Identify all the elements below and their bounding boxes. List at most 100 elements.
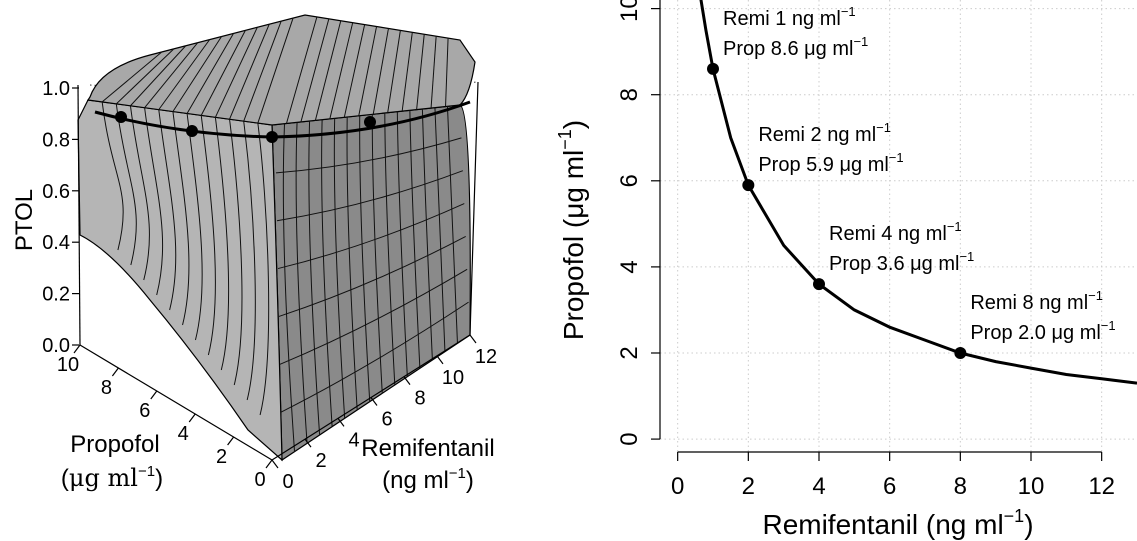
y-tick-label: 8 — [616, 88, 643, 101]
propofol-tick-label: 4 — [178, 423, 189, 445]
mesh-line — [401, 32, 413, 112]
z-tick-label: 0.2 — [42, 284, 70, 306]
surface-right-face — [271, 104, 471, 462]
remifentanil-tick — [271, 459, 279, 469]
surface-point — [115, 111, 127, 123]
remifentanil-tick — [304, 438, 312, 448]
mesh-line — [101, 51, 163, 103]
propofol-axis-unit: (μg ml−1) — [61, 463, 163, 492]
mesh-line — [387, 30, 401, 113]
mesh-line — [214, 117, 230, 371]
mesh-line — [243, 121, 256, 401]
isobole-point — [742, 179, 755, 192]
point-label-prop: Prop 3.6 μg ml−1 — [829, 249, 974, 275]
propofol-tick — [73, 344, 81, 354]
remifentanil-tick-label: 10 — [442, 367, 464, 389]
mesh-line — [229, 119, 243, 386]
mesh-line — [229, 24, 270, 120]
mesh-line — [421, 108, 433, 361]
y-tick-label: 10 — [616, 0, 643, 22]
mesh-line — [285, 16, 318, 124]
mesh-line — [359, 115, 371, 402]
point-label-remi: Remi 2 ng ml−1 — [758, 120, 891, 146]
z-tick-label: 0.0 — [42, 335, 70, 357]
mesh-line — [172, 36, 222, 112]
mesh-line — [321, 119, 333, 427]
surface-point — [266, 131, 278, 143]
z-axis: 0.0 0.2 0.4 0.6 0.8 1.0 — [42, 78, 79, 357]
y-tick-label: 2 — [616, 346, 643, 359]
z-tick-label: 1.0 — [42, 78, 70, 100]
propofol-tick-label: 0 — [254, 469, 265, 491]
propofol-tick — [265, 459, 273, 469]
mesh-line — [101, 101, 124, 251]
mesh-line — [158, 109, 177, 311]
isobole-point — [813, 278, 825, 291]
propofol-tick-label: 10 — [57, 354, 79, 376]
mesh-line — [329, 22, 354, 119]
mesh-line — [257, 123, 270, 416]
mesh-line — [416, 34, 425, 110]
mesh-line — [243, 20, 282, 122]
mesh-line — [434, 107, 446, 352]
mesh-line — [276, 170, 464, 222]
mesh-line — [275, 137, 462, 174]
surface-point — [364, 116, 376, 128]
y-tick-label: 0 — [616, 432, 643, 445]
mesh-line — [172, 111, 190, 326]
remifentanil-tick-label: 0 — [282, 471, 293, 493]
remifentanil-tick — [403, 376, 411, 386]
mesh-line — [446, 106, 458, 344]
y-axis-label: Propofol (μg ml−1) — [555, 120, 589, 340]
remifentanil-tick — [436, 355, 444, 365]
x-tick-label: 2 — [742, 473, 755, 500]
y-tick-label: 6 — [616, 174, 643, 187]
isobole-point — [954, 346, 967, 359]
mesh-line — [282, 123, 296, 452]
isobole-plot-panel: 0 2 4 6 8 10 12 0 2 4 6 8 10 Remi 1 ng ml−1 Prop 8.6 … — [555, 0, 1137, 540]
mesh-line — [280, 301, 469, 413]
mesh-line — [279, 268, 468, 365]
point-label-prop: Prop 5.9 μg ml−1 — [758, 150, 903, 176]
x-tick-label: 10 — [1018, 473, 1045, 500]
mesh-line — [430, 36, 437, 109]
z-axis-label: PTOL — [11, 189, 38, 251]
x-tick-label: 4 — [812, 473, 825, 500]
isobole-curve — [699, 0, 1137, 385]
remifentanil-tick-label: 2 — [315, 450, 326, 472]
propofol-tick-label: 8 — [101, 377, 112, 399]
z-tick-label: 0.4 — [42, 232, 70, 254]
x-tick-label: 8 — [954, 473, 967, 500]
y-tick-label: 4 — [616, 260, 643, 273]
remifentanil-tick-label: 4 — [348, 429, 359, 451]
x-tick-label: 6 — [883, 473, 896, 500]
mesh-line — [308, 120, 321, 436]
x-axis-label: Remifentanil (ng ml−1) — [762, 506, 1033, 540]
z-tick-label: 0.6 — [42, 181, 70, 203]
mesh-line — [200, 115, 216, 356]
mesh-line — [130, 45, 187, 107]
point-label-prop: Prop 8.6 μg ml−1 — [723, 34, 868, 60]
remifentanil-axis-label: Remifentanil — [361, 435, 494, 462]
mesh-line — [372, 28, 389, 115]
remifentanil-tick-label: 12 — [475, 346, 497, 368]
mesh-line — [214, 27, 258, 118]
mesh-line — [186, 113, 203, 341]
point-labels: Remi 1 ng ml−1 Prop 8.6 μg ml−1 Remi 2 ng … — [723, 4, 1116, 344]
mesh-line — [144, 42, 199, 109]
remifentanil-tick-label: 8 — [414, 388, 425, 410]
mesh-line — [277, 203, 465, 270]
point-label-prop: Prop 2.0 μg ml−1 — [970, 318, 1115, 344]
propofol-axis-label: Propofol — [70, 431, 159, 458]
propofol-tick — [111, 367, 119, 377]
surface-point — [186, 125, 198, 137]
mesh-line — [409, 110, 421, 369]
propofol-tick — [227, 436, 235, 446]
mesh-line — [158, 39, 211, 110]
propofol-tick-label: 2 — [216, 446, 227, 468]
mesh-line — [115, 48, 175, 105]
propofol-tick — [188, 413, 196, 423]
mesh-line — [384, 112, 396, 386]
